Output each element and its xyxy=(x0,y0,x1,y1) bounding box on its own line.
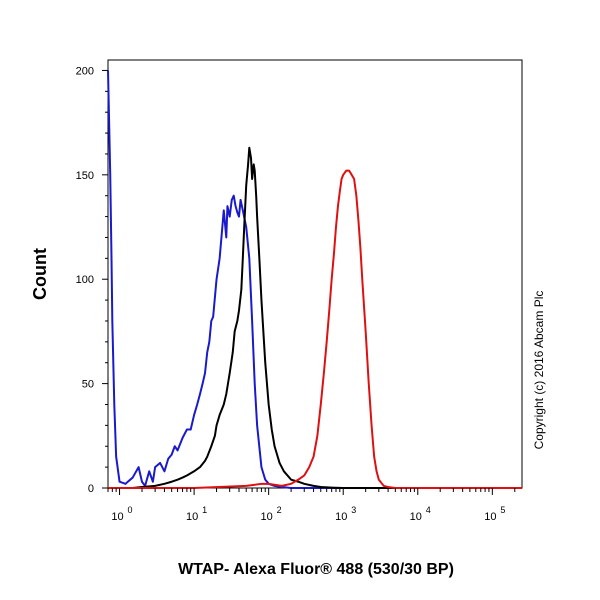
y-tick-label: 100 xyxy=(76,274,94,286)
x-tick-exponent: 5 xyxy=(500,505,505,515)
text-layer: 050100150200100101102103104105CountWTAP-… xyxy=(30,65,546,578)
axes-layer xyxy=(102,69,516,495)
x-tick-exponent: 3 xyxy=(351,505,356,515)
x-tick-exponent: 0 xyxy=(128,505,133,515)
y-tick-label: 0 xyxy=(88,483,94,495)
histogram-line-2 xyxy=(108,146,522,489)
series-layer xyxy=(107,70,522,489)
plot-frame xyxy=(107,59,523,489)
y-tick-label: 150 xyxy=(76,170,94,182)
x-tick-label: 10 xyxy=(111,511,123,523)
x-tick-label: 10 xyxy=(410,511,422,523)
y-tick-label: 50 xyxy=(82,379,94,391)
x-tick-exponent: 1 xyxy=(202,505,207,515)
x-tick-label: 10 xyxy=(186,511,198,523)
x-tick-exponent: 2 xyxy=(277,505,282,515)
x-axis-title: WTAP- Alexa Fluor® 488 (530/30 BP) xyxy=(178,561,454,578)
histogram-line-3 xyxy=(108,169,522,489)
x-tick-label: 10 xyxy=(335,511,347,523)
plot-area xyxy=(107,59,523,489)
histogram-line-1 xyxy=(107,70,522,489)
y-axis-title: Count xyxy=(30,248,50,300)
x-tick-exponent: 4 xyxy=(426,505,431,515)
y-tick-label: 200 xyxy=(76,65,94,77)
copyright-annotation: Copyright (c) 2016 Abcam Plc xyxy=(532,291,546,450)
x-tick-label: 10 xyxy=(261,511,273,523)
x-tick-label: 10 xyxy=(484,511,496,523)
